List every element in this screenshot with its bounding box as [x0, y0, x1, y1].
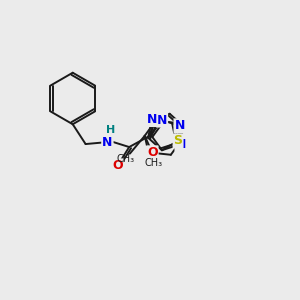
- Text: O: O: [112, 159, 123, 172]
- Text: N: N: [102, 136, 112, 148]
- Text: N: N: [147, 113, 157, 126]
- Text: CH₃: CH₃: [145, 158, 163, 167]
- Text: N: N: [157, 114, 167, 127]
- Text: S: S: [174, 134, 183, 147]
- Text: O: O: [147, 146, 158, 159]
- Text: N: N: [176, 138, 186, 151]
- Text: CH₃: CH₃: [117, 154, 135, 164]
- Text: H: H: [106, 125, 115, 135]
- Text: N: N: [175, 119, 185, 132]
